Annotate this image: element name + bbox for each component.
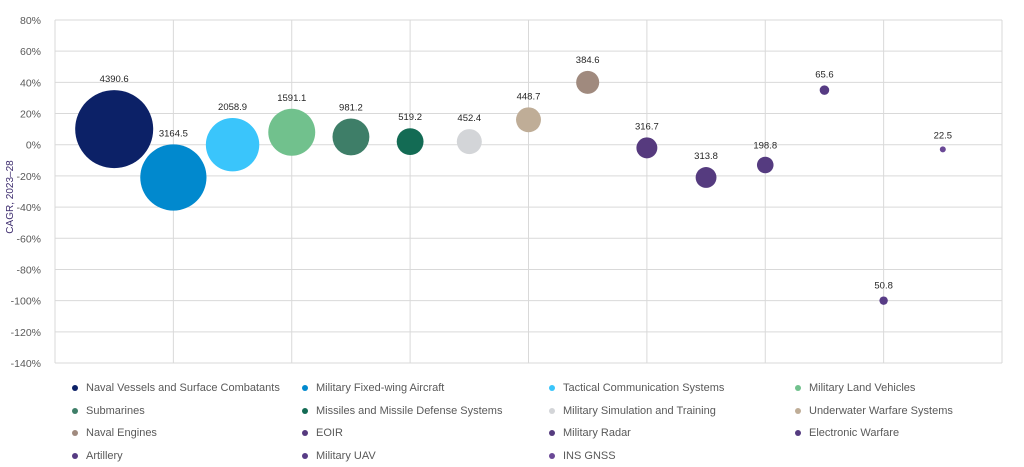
bubble	[819, 85, 830, 95]
data-label: 313.8	[694, 151, 718, 162]
data-label: 452.4	[457, 113, 481, 124]
legend: Naval Vessels and Surface Combatants Mili…	[72, 377, 1012, 467]
data-label: 2058.9	[218, 102, 247, 113]
legend-item: Submarines	[72, 400, 302, 423]
legend-marker	[795, 385, 801, 392]
legend-label: Underwater Warfare Systems	[809, 404, 953, 417]
y-tick-label: -140%	[11, 358, 41, 370]
legend-item: Naval Engines	[72, 422, 302, 445]
y-tick-label: -20%	[16, 171, 41, 183]
legend-marker	[302, 452, 308, 459]
bubble	[75, 90, 154, 169]
data-label: 316.7	[635, 121, 659, 132]
legend-marker	[302, 407, 308, 414]
y-axis-ticks: 80% 60% 40% 20% 0% -20% -40% -60% -80% -100% -120%…	[11, 15, 41, 370]
legend-label: Electronic Warfare	[809, 427, 900, 440]
legend-label: Military UAV	[316, 449, 376, 462]
legend-item: Underwater Warfare Systems	[795, 400, 1012, 423]
legend-item: Military UAV	[302, 445, 549, 467]
legend-marker	[72, 452, 78, 459]
bubble	[205, 118, 260, 172]
data-label: 4390.6	[100, 74, 129, 85]
legend-label: Naval Vessels and Surface Combatants	[86, 382, 280, 395]
bubble	[636, 137, 658, 159]
legend-item: Missiles and Missile Defense Systems	[302, 400, 549, 423]
bubbles	[75, 70, 946, 305]
data-label: 50.8	[874, 280, 893, 291]
legend-label: Artillery	[86, 449, 123, 462]
legend-label: Military Radar	[563, 427, 631, 440]
y-tick-label: 20%	[20, 109, 41, 121]
y-axis-label: CAGR, 2023–28	[5, 160, 16, 234]
y-tick-label: 0%	[26, 140, 41, 152]
legend-marker	[549, 385, 555, 392]
bubble	[140, 144, 207, 211]
legend-marker	[549, 407, 555, 414]
y-tick-label: -80%	[16, 264, 41, 276]
data-label: 65.6	[815, 69, 834, 80]
data-label: 198.8	[753, 141, 777, 152]
legend-item: Military Simulation and Training	[549, 400, 795, 423]
data-label: 448.7	[517, 91, 541, 102]
bubble	[268, 108, 316, 156]
legend-label: Military Fixed-wing Aircraft	[316, 382, 445, 395]
y-tick-label: -60%	[16, 233, 41, 245]
legend-label: EOIR	[316, 427, 343, 440]
data-label: 384.6	[576, 55, 600, 66]
legend-item: Military Radar	[549, 422, 795, 445]
data-label: 519.2	[398, 112, 422, 123]
legend-item: Naval Vessels and Surface Combatants	[72, 377, 302, 400]
data-label: 1591.1	[277, 93, 306, 104]
legend-marker	[549, 452, 555, 459]
legend-label: Naval Engines	[86, 427, 157, 440]
bubble	[879, 296, 888, 305]
legend-marker	[302, 430, 308, 437]
legend-item: Electronic Warfare	[795, 422, 1012, 445]
data-label: 3164.5	[159, 128, 188, 139]
data-labels: 4390.6 3164.5 2058.9 1591.1 981.2 519.2 452.4 4…	[100, 55, 952, 292]
legend-label: Submarines	[86, 404, 145, 417]
legend-item: Military Fixed-wing Aircraft	[302, 377, 549, 400]
bubble	[695, 167, 717, 188]
legend-item: Tactical Communication Systems	[549, 377, 795, 400]
legend-item: Artillery	[72, 445, 302, 467]
legend-marker	[72, 385, 78, 392]
y-tick-label: -40%	[16, 202, 41, 214]
legend-marker	[795, 407, 801, 414]
legend-label: Military Land Vehicles	[809, 382, 916, 395]
bubble	[939, 146, 946, 153]
bubble	[576, 70, 600, 94]
legend-marker	[72, 407, 78, 414]
bubble	[756, 156, 774, 174]
data-label: 981.2	[339, 102, 363, 113]
bubble	[516, 107, 541, 133]
y-tick-label: -120%	[11, 327, 41, 339]
y-tick-label: 80%	[20, 15, 41, 27]
bubble	[456, 129, 482, 155]
legend-marker	[72, 430, 78, 437]
legend-label: Military Simulation and Training	[563, 404, 716, 417]
legend-label: INS GNSS	[563, 449, 616, 462]
legend-item: Military Land Vehicles	[795, 377, 1012, 400]
y-tick-label: -100%	[11, 296, 41, 308]
legend-label: Missiles and Missile Defense Systems	[316, 404, 503, 417]
bubble	[332, 118, 370, 156]
legend-label: Tactical Communication Systems	[563, 382, 725, 395]
legend-marker	[549, 430, 555, 437]
data-label: 22.5	[934, 130, 953, 141]
bubble	[396, 128, 424, 156]
y-tick-label: 60%	[20, 46, 41, 58]
legend-item: INS GNSS	[549, 445, 795, 467]
y-tick-label: 40%	[20, 77, 41, 89]
legend-marker	[302, 385, 308, 392]
legend-item: EOIR	[302, 422, 549, 445]
legend-marker	[795, 430, 801, 437]
